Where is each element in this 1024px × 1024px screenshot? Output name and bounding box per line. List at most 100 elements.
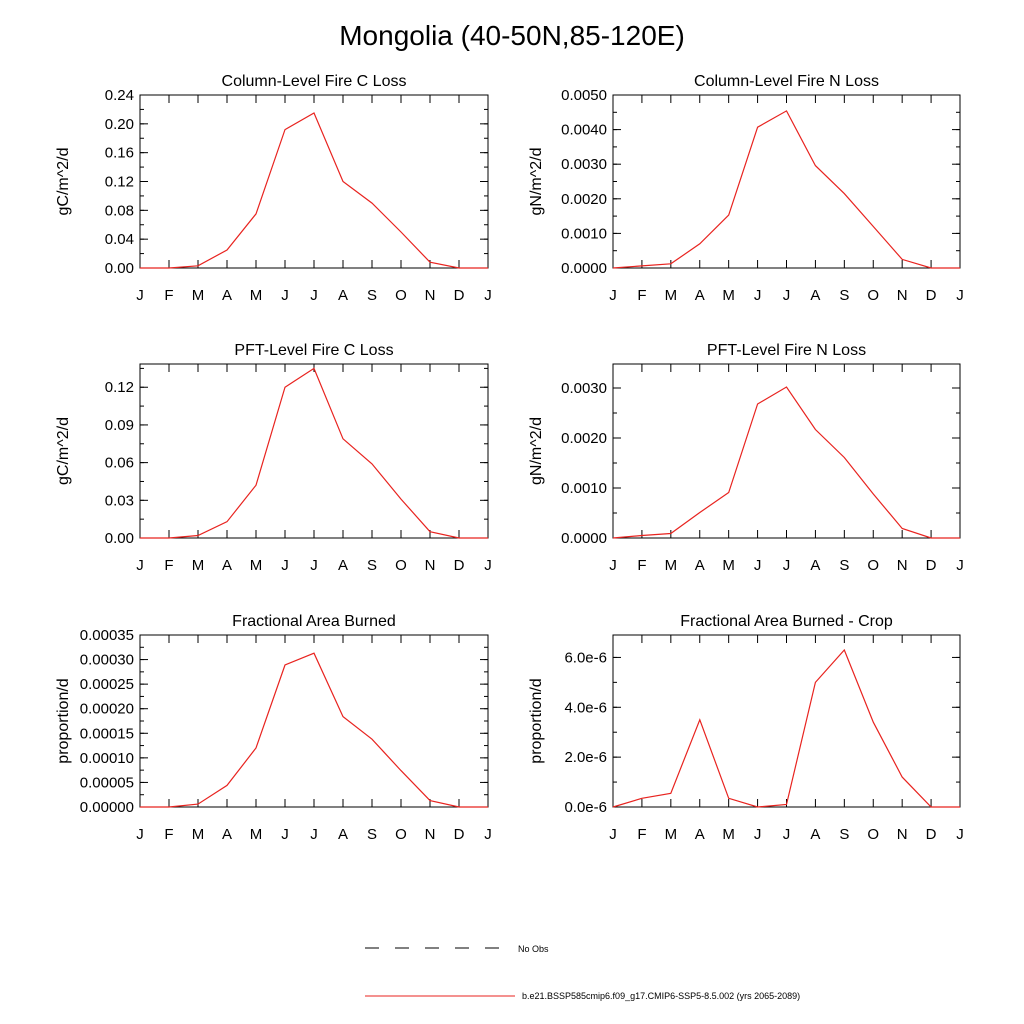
y-axis-label: gN/m^2/d: [528, 417, 545, 485]
x-tick-label: J: [281, 826, 289, 843]
chart-panel-6: Fractional Area Burned - Crop proportion/…: [528, 613, 964, 843]
x-tick-label: A: [695, 557, 705, 574]
x-tick-label: J: [783, 287, 791, 304]
y-tick-label: 6.0e-6: [564, 649, 607, 666]
x-tick-label: A: [810, 287, 820, 304]
y-tick-label: 0.20: [105, 116, 134, 133]
x-tick-label: M: [192, 557, 205, 574]
y-tick-label: 0.08: [105, 202, 134, 219]
y-axis-label: gC/m^2/d: [55, 148, 72, 216]
y-tick-label: 0.0020: [561, 191, 607, 208]
x-tick-label: S: [367, 826, 377, 843]
series-line-1: [140, 112, 488, 269]
y-tick-label: 0.03: [105, 492, 134, 509]
x-tick-label: J: [484, 287, 492, 304]
y-tick-label: 0.00035: [80, 627, 134, 644]
y-tick-label: 0.12: [105, 379, 134, 396]
y-tick-label: 0.0030: [561, 380, 607, 397]
y-tick-label: 0.0010: [561, 480, 607, 497]
x-tick-label: N: [425, 557, 436, 574]
page-title: Mongolia (40-50N,85-120E): [339, 20, 685, 51]
plot-frame: [139, 94, 489, 269]
y-tick-label: 0.0000: [561, 530, 607, 547]
panel-title: Fractional Area Burned: [232, 613, 396, 630]
x-tick-label: S: [839, 287, 849, 304]
x-tick-label: M: [665, 826, 678, 843]
x-tick-label: A: [695, 826, 705, 843]
x-tick-label: D: [926, 287, 937, 304]
x-tick-label: D: [454, 557, 465, 574]
x-tick-label: S: [367, 557, 377, 574]
y-tick-label: 0.12: [105, 174, 134, 191]
x-tick-label: O: [395, 557, 407, 574]
x-tick-label: F: [637, 287, 646, 304]
x-tick-label: A: [222, 557, 232, 574]
x-tick-label: J: [609, 287, 617, 304]
x-tick-label: J: [484, 826, 492, 843]
y-tick-label: 0.06: [105, 455, 134, 472]
x-tick-label: N: [425, 287, 436, 304]
panel-title: PFT-Level Fire N Loss: [707, 342, 866, 359]
x-tick-label: M: [250, 287, 263, 304]
series-line-1: [140, 652, 488, 808]
chart-panel-3: PFT-Level Fire C Loss gC/m^2/d 0.00 0.03 0.0…: [55, 342, 492, 574]
x-tick-label: F: [637, 557, 646, 574]
y-axis-label: proportion/d: [528, 678, 545, 763]
y-tick-label: 2.0e-6: [564, 749, 607, 766]
y-tick-label: 0.0e-6: [564, 799, 607, 816]
y-tick-label: 4.0e-6: [564, 699, 607, 716]
series-line-1: [612, 648, 960, 808]
series-line-1: [140, 367, 488, 539]
x-tick-label: O: [867, 826, 879, 843]
x-tick-label: M: [665, 287, 678, 304]
x-tick-label: M: [192, 826, 205, 843]
plot-frame: [139, 363, 489, 539]
x-tick-label: O: [395, 826, 407, 843]
x-tick-label: J: [281, 287, 289, 304]
x-tick-label: N: [897, 557, 908, 574]
x-tick-label: F: [164, 287, 173, 304]
y-tick-label: 0.00025: [80, 676, 134, 693]
x-tick-label: A: [810, 826, 820, 843]
x-tick-label: A: [695, 287, 705, 304]
x-tick-label: J: [783, 557, 791, 574]
x-tick-label: A: [810, 557, 820, 574]
x-tick-label: M: [192, 287, 205, 304]
x-tick-label: J: [310, 557, 318, 574]
x-tick-label: A: [222, 826, 232, 843]
panel-title: PFT-Level Fire C Loss: [234, 342, 393, 359]
chart-panel-5: Fractional Area Burned proportion/d 0.0000…: [55, 613, 492, 843]
x-tick-label: S: [839, 826, 849, 843]
x-tick-label: A: [338, 557, 348, 574]
y-tick-label: 0.09: [105, 417, 134, 434]
x-tick-label: O: [395, 287, 407, 304]
y-tick-label: 0.00: [105, 530, 134, 547]
legend-label-no-obs: No Obs: [518, 944, 549, 954]
y-tick-label: 0.00015: [80, 725, 134, 742]
x-tick-label: N: [897, 826, 908, 843]
y-axis-label: gN/m^2/d: [528, 148, 545, 216]
x-tick-label: J: [783, 826, 791, 843]
y-tick-label: 0.00030: [80, 652, 134, 669]
x-tick-label: N: [897, 287, 908, 304]
x-tick-label: J: [136, 287, 144, 304]
panel-title: Column-Level Fire C Loss: [222, 73, 407, 90]
y-tick-label: 0.0040: [561, 122, 607, 139]
x-tick-label: J: [136, 557, 144, 574]
series-line-1: [612, 110, 960, 269]
legend-label-model: b.e21.BSSP585cmip6.f09_g17.CMIP6-SSP5-8.…: [522, 991, 800, 1001]
x-tick-label: S: [839, 557, 849, 574]
y-tick-label: 0.0050: [561, 87, 607, 104]
y-tick-label: 0.0000: [561, 260, 607, 277]
y-tick-label: 0.24: [105, 87, 134, 104]
x-tick-label: J: [609, 826, 617, 843]
plot-frame: [139, 634, 489, 808]
x-tick-label: J: [281, 557, 289, 574]
y-axis-label: gC/m^2/d: [55, 417, 72, 485]
chart-panel-2: Column-Level Fire N Loss gN/m^2/d 0.0000 0.…: [528, 73, 964, 304]
x-tick-label: D: [454, 287, 465, 304]
plot-frame: [612, 634, 961, 808]
y-tick-label: 0.0010: [561, 225, 607, 242]
x-tick-label: A: [338, 826, 348, 843]
